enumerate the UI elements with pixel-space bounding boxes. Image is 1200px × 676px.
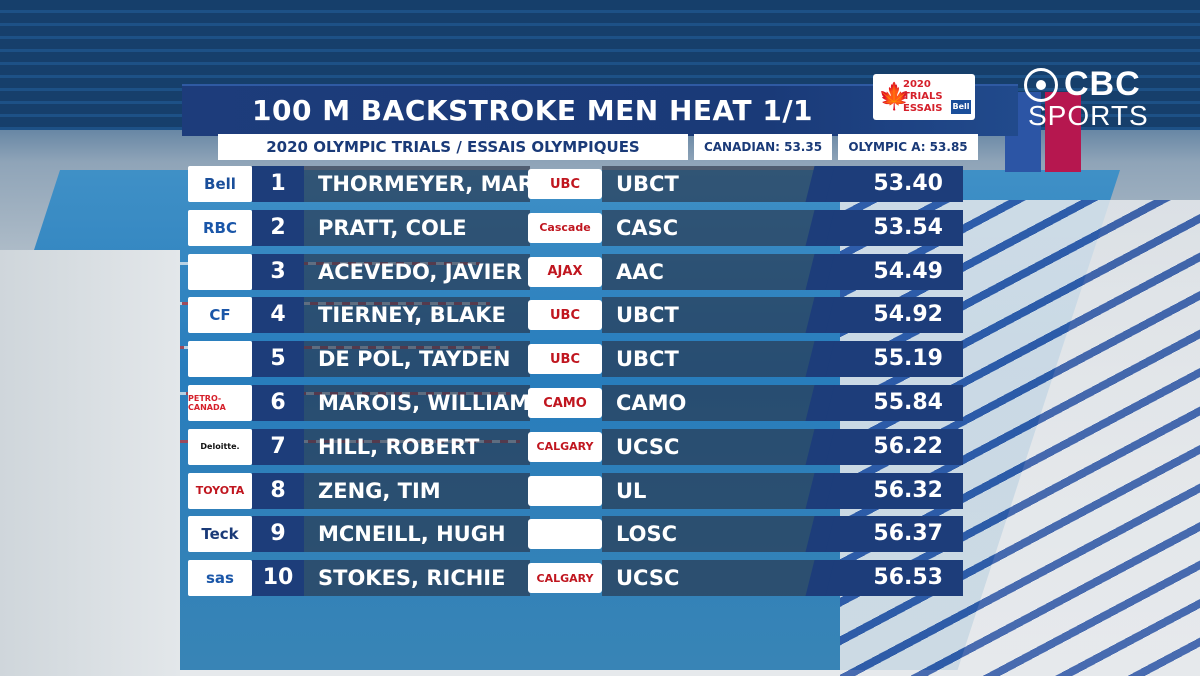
club-logo [528,519,602,550]
athlete-name: ACEVEDO, JAVIER [304,253,530,290]
club-logo: AJAX [528,256,602,287]
race-time: 54.49 [820,253,963,290]
race-time: 56.37 [820,516,963,553]
club-code: AAC [602,253,820,290]
sponsor-logo: Teck [188,516,252,553]
club-logo: CALGARY [528,563,602,594]
club-logo: Cascade [528,212,602,243]
place-number: 1 [252,166,304,202]
bell-sponsor-logo: Bell [951,100,971,114]
sponsor-logo: PETRO-CANADA [188,385,252,421]
athlete-name: MCNEILL, HUGH [304,516,530,553]
canadian-record: CANADIAN: 53.35 [694,134,832,160]
athlete-name: DE POL, TAYDEN [304,341,530,378]
result-row: 5 DE POL, TAYDEN UBC UBCT 55.19 [188,341,963,378]
event-title: 100 M BACKSTROKE MEN HEAT 1/1 [252,94,814,127]
race-time: 56.22 [820,428,963,465]
club-logo: CALGARY [528,431,602,462]
place-number: 10 [252,560,304,597]
athlete-name: THORMEYER, MARKUS [304,166,582,202]
trials-logo-trials: TRIALS [903,91,943,102]
cbc-sports-logo: CBC SPORTS [1024,64,1174,134]
athlete-name: HILL, ROBERT [304,428,530,465]
race-time: 55.19 [820,341,963,378]
trials-logo-essais: ESSAIS [903,103,943,114]
athlete-name: STOKES, RICHIE [304,560,530,597]
result-row: Teck 9 MCNEILL, HUGH LOSC 56.37 [188,516,963,553]
club-logo: UBC [528,300,602,331]
cbc-logo-text: CBC [1064,65,1141,103]
result-row: PETRO-CANADA 6 MAROIS, WILLIAM CAMO CAMO 55.8… [188,385,963,421]
place-number: 3 [252,253,304,290]
club-logo [528,475,602,506]
club-code: UCSC [602,428,820,465]
maple-leaf-icon: 🍁 [878,82,911,112]
sponsor-logo [188,341,252,378]
club-code: UCSC [602,560,820,597]
cbc-gem-icon [1024,68,1058,102]
result-row: Bell 1 THORMEYER, MARKUS UBC UBCT 53.40 [188,166,963,202]
event-subtitle: 2020 OLYMPIC TRIALS / ESSAIS OLYMPIQUES [218,134,688,160]
place-number: 9 [252,516,304,553]
club-code: CAMO [602,385,820,421]
place-number: 4 [252,297,304,334]
result-row: CF 4 TIERNEY, BLAKE UBC UBCT 54.92 [188,297,963,334]
sports-logo-text: SPORTS [1028,100,1149,131]
place-number: 7 [252,428,304,465]
club-code: UBCT [602,166,820,202]
result-row: Deloitte. 7 HILL, ROBERT CALGARY UCSC 56.22 [188,428,963,465]
result-row: sas 10 STOKES, RICHIE CALGARY UCSC 56.53 [188,560,963,597]
race-time: 56.53 [820,560,963,597]
race-time: 54.92 [820,297,963,334]
result-row: TOYOTA 8 ZENG, TIM UL 56.32 [188,472,963,509]
sponsor-logo: Deloitte. [188,428,252,465]
athlete-name: MAROIS, WILLIAM [304,385,530,421]
club-code: LOSC [602,516,820,553]
athlete-name: PRATT, COLE [304,209,530,246]
trials-logo-year: 2020 [903,79,931,90]
sponsor-logo: CF [188,297,252,334]
club-code: CASC [602,209,820,246]
sponsor-logo: TOYOTA [188,472,252,509]
olympic-trials-logo: 🍁 2020 TRIALS ESSAIS Bell [873,74,975,120]
athlete-name: ZENG, TIM [304,472,530,509]
club-code: UL [602,472,820,509]
athlete-name: TIERNEY, BLAKE [304,297,530,334]
club-logo: UBC [528,344,602,375]
olympic-standard: OLYMPIC A: 53.85 [838,134,978,160]
pool-deck [0,250,180,676]
place-number: 8 [252,472,304,509]
race-time: 56.32 [820,472,963,509]
banner [1045,92,1081,172]
club-logo: UBC [528,169,602,199]
club-code: UBCT [602,341,820,378]
race-time: 53.54 [820,209,963,246]
place-number: 5 [252,341,304,378]
race-time: 53.40 [820,166,963,202]
club-logo: CAMO [528,388,602,418]
club-code: UBCT [602,297,820,334]
sponsor-logo: RBC [188,209,252,246]
sponsor-logo [188,253,252,290]
result-row: 3 ACEVEDO, JAVIER AJAX AAC 54.49 [188,253,963,290]
place-number: 6 [252,385,304,421]
sponsor-logo: Bell [188,166,252,202]
result-row: RBC 2 PRATT, COLE Cascade CASC 53.54 [188,209,963,246]
race-time: 55.84 [820,385,963,421]
sponsor-logo: sas [188,560,252,597]
place-number: 2 [252,209,304,246]
